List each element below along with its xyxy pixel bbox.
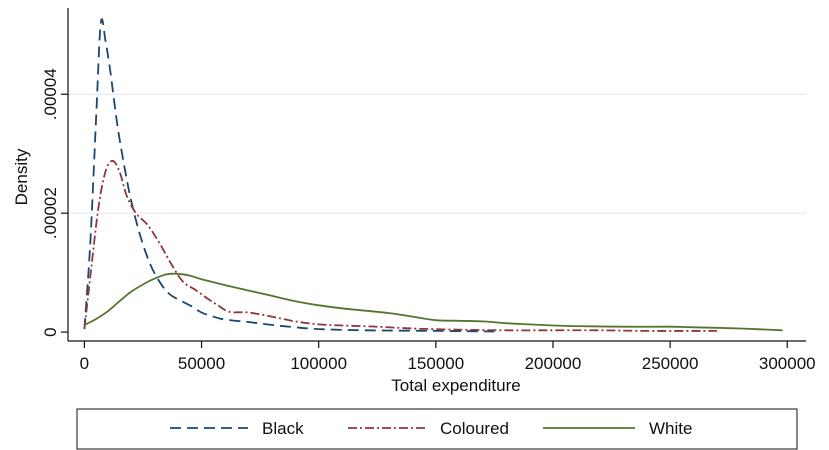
x-tick-label: 300000 <box>759 354 816 373</box>
legend-label-coloured: Coloured <box>440 419 509 438</box>
legend-box <box>76 408 798 450</box>
y-tick-label: .00004 <box>41 68 60 120</box>
ticks: 0 50000 100000 150000 200000 250000 300000 0 .00… <box>41 68 816 373</box>
x-tick-label: 150000 <box>407 354 464 373</box>
series-line-coloured <box>83 159 718 332</box>
series-line-black <box>83 18 495 333</box>
legend: Black Coloured White <box>76 408 798 450</box>
axes <box>67 8 806 342</box>
x-tick-label: 0 <box>80 354 89 373</box>
legend-label-white: White <box>649 419 692 438</box>
y-tick-label: .00002 <box>41 187 60 239</box>
x-tick-label: 200000 <box>525 354 582 373</box>
grid-lines <box>68 93 806 214</box>
series-lines <box>83 18 783 333</box>
x-tick-label: 50000 <box>178 354 225 373</box>
x-tick-label: 100000 <box>290 354 347 373</box>
x-axis-title: Total expenditure <box>391 376 520 395</box>
series-line-white <box>84 272 783 332</box>
x-tick-label: 250000 <box>642 354 699 373</box>
legend-label-black: Black <box>262 419 304 438</box>
y-tick-label: 0 <box>41 327 60 336</box>
y-axis-title: Density <box>12 148 31 205</box>
